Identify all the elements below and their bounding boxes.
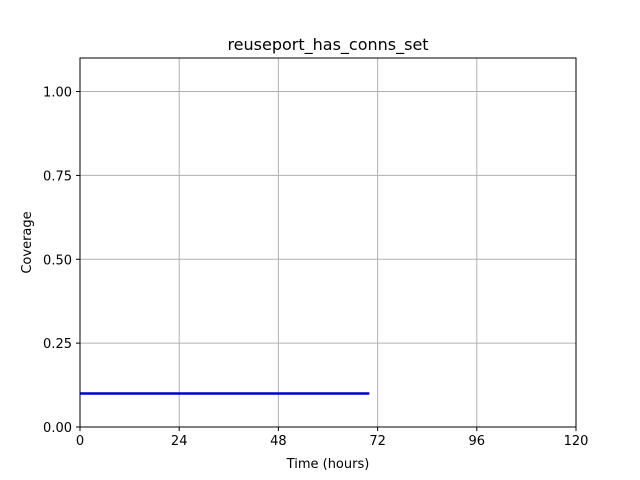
chart-title: reuseport_has_conns_set bbox=[227, 35, 428, 55]
x-tick-label: 120 bbox=[564, 434, 589, 449]
x-tick-label: 96 bbox=[469, 434, 486, 449]
y-tick-label: 0.50 bbox=[43, 253, 72, 268]
x-tick-label: 72 bbox=[369, 434, 386, 449]
y-tick-label: 1.00 bbox=[43, 86, 72, 101]
x-tick-label: 24 bbox=[171, 434, 188, 449]
y-tick-label: 0.00 bbox=[43, 421, 72, 436]
x-tick-label: 48 bbox=[270, 434, 287, 449]
y-tick-label: 0.75 bbox=[43, 169, 72, 184]
x-tick-label: 0 bbox=[76, 434, 84, 449]
x-axis-label: Time (hours) bbox=[286, 457, 370, 472]
y-tick-label: 0.25 bbox=[43, 337, 72, 352]
plot-frame bbox=[79, 57, 577, 428]
y-axis-label: Coverage bbox=[20, 211, 35, 273]
axis-ticks: 0 24 48 72 96 120 0.00 0.25 0.50 0.75 1.00 bbox=[43, 86, 588, 449]
